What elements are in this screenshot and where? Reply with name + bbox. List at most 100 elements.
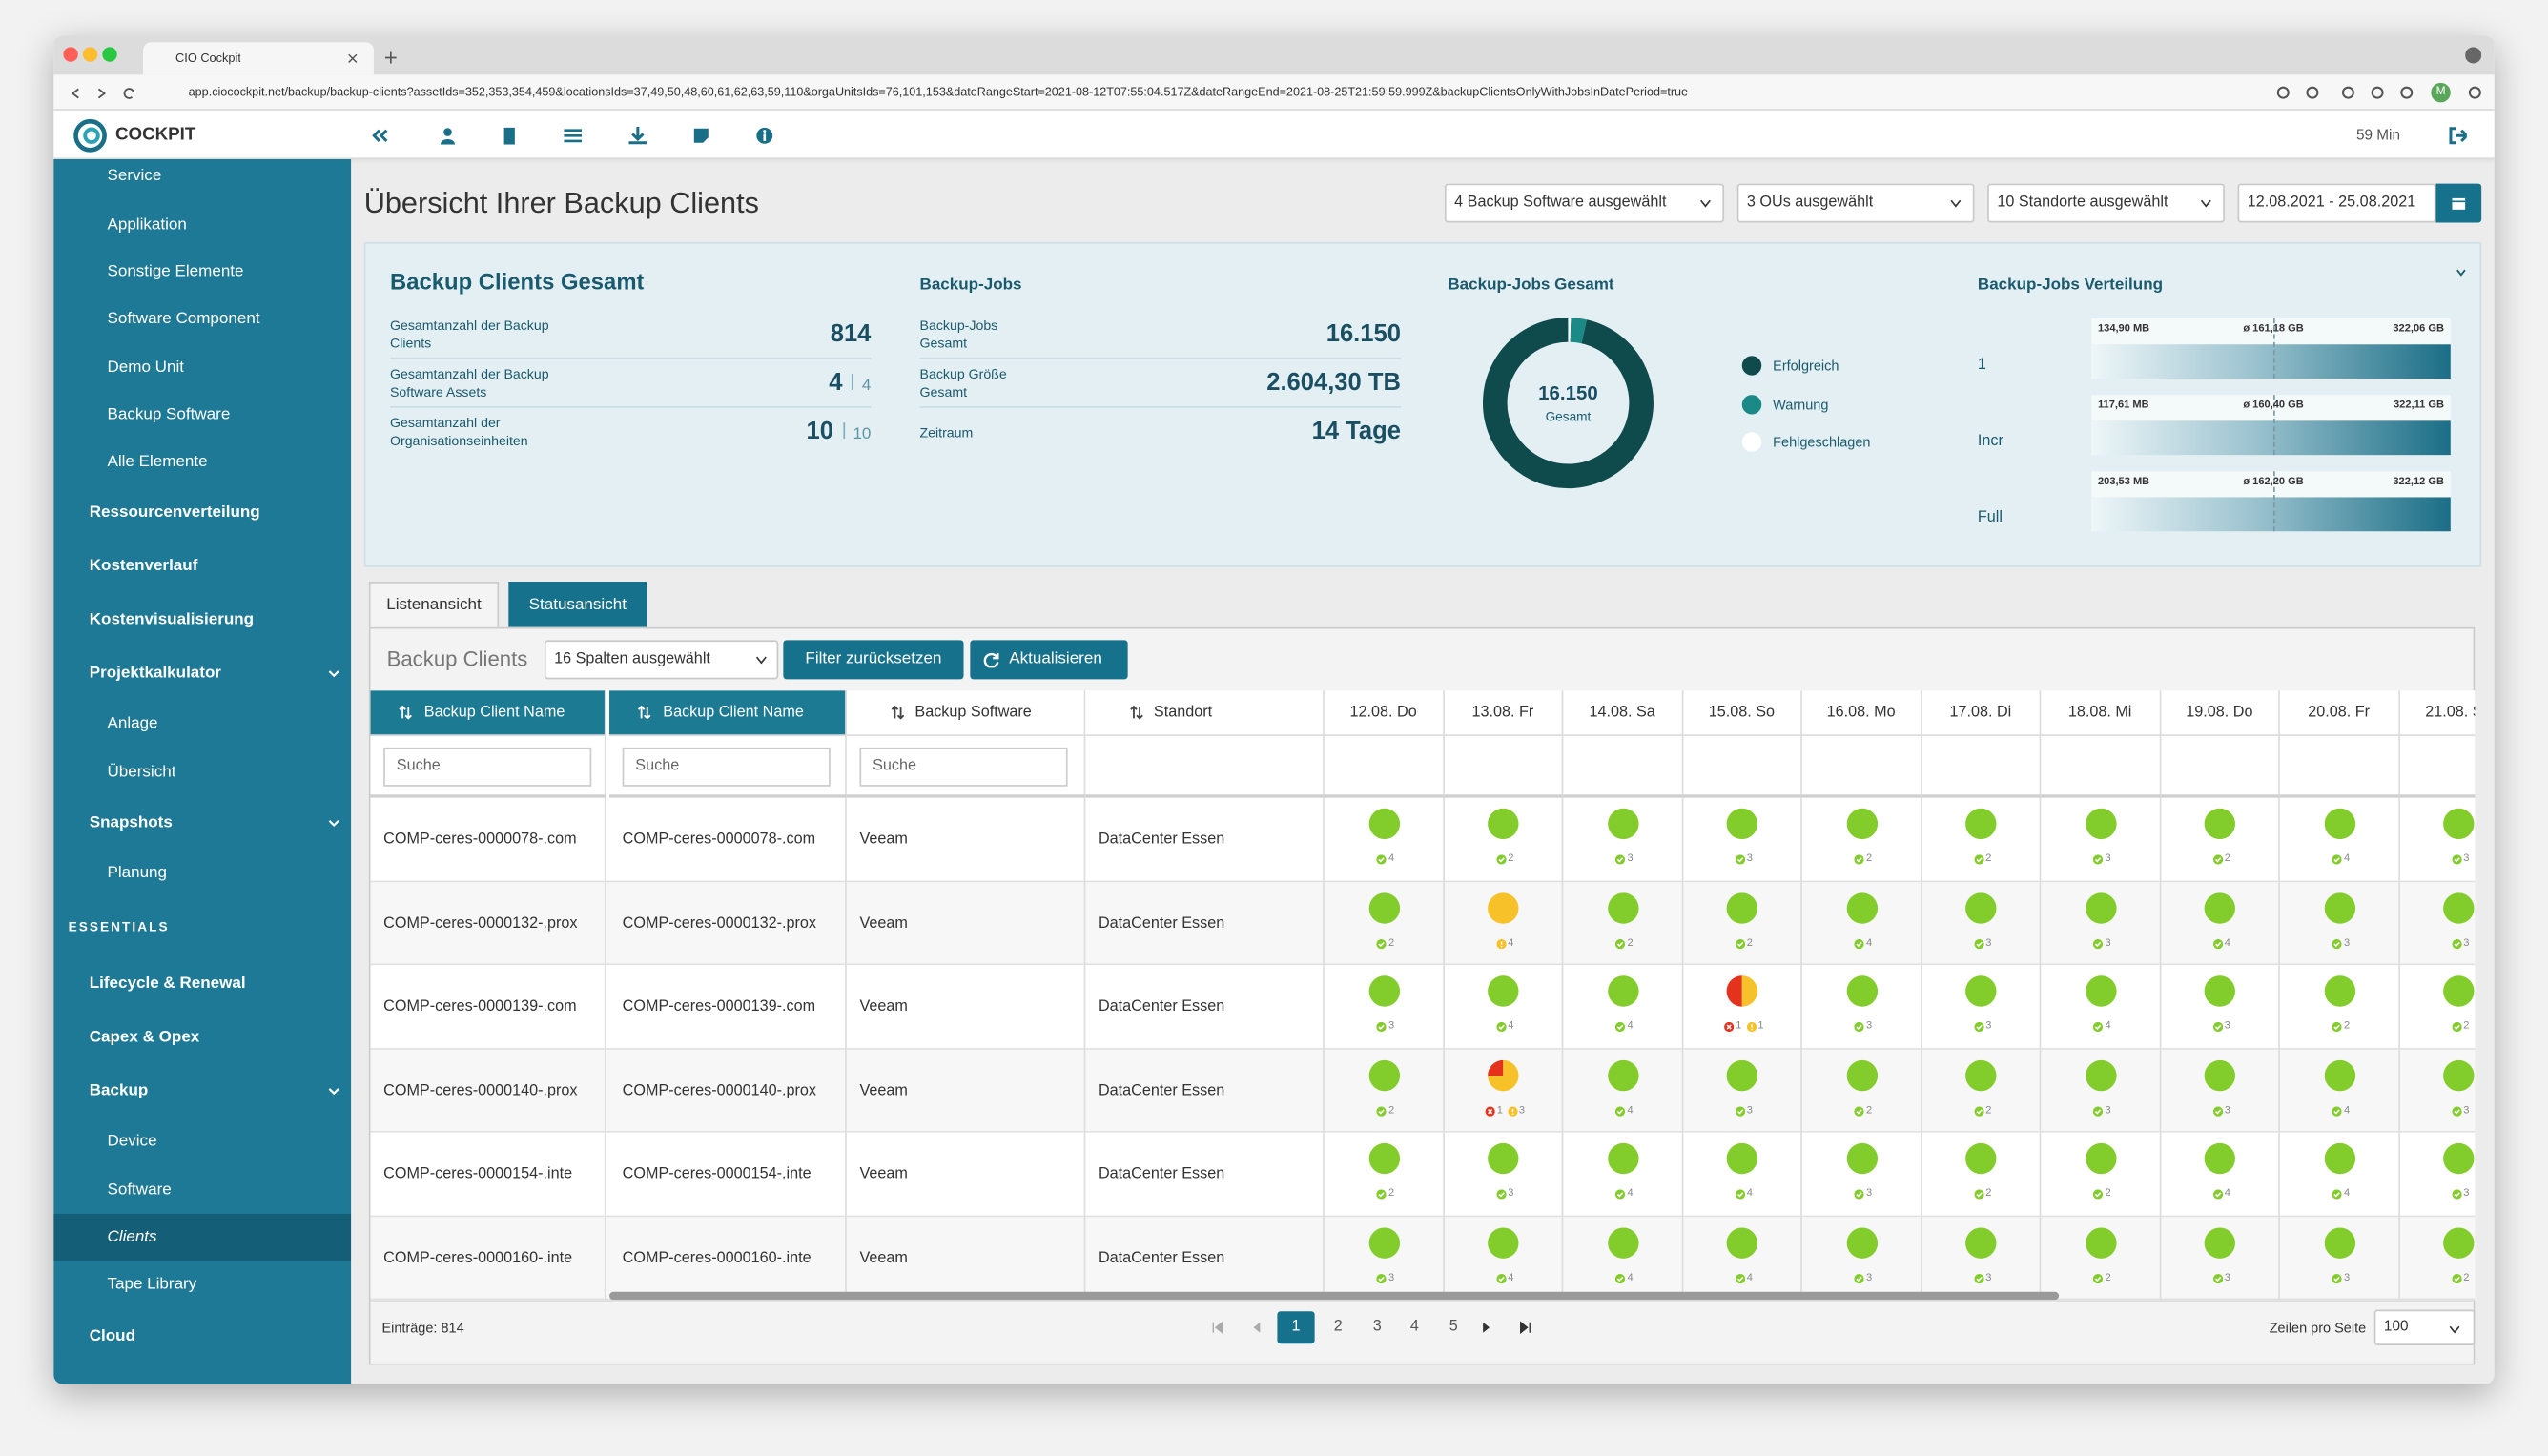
sidebar-subitem[interactable]: Clients	[53, 1214, 351, 1261]
sidebar-item[interactable]: Ressourcenverteilung	[53, 486, 351, 540]
column-header[interactable]: Standort	[1085, 690, 1325, 736]
search-input[interactable]: Suche	[623, 748, 831, 787]
sidebar-subitem[interactable]: Service	[53, 159, 351, 201]
status-indicator	[1726, 1142, 1758, 1175]
status-counts: 3	[1325, 1020, 1443, 1035]
count-value: 4	[1628, 1271, 1634, 1282]
column-header[interactable]: Backup Client Name	[609, 690, 847, 736]
status-slice	[1846, 1143, 1877, 1174]
cell-text: COMP-ceres-0000078-.com	[623, 798, 840, 882]
sidebar-subitem[interactable]: Planung	[53, 850, 351, 897]
table-row[interactable]: COMP-ceres-0000154-.inteCOMP-ceres-00001…	[371, 1133, 2476, 1217]
calendar-button[interactable]	[2435, 184, 2481, 223]
sidebar-item[interactable]: Projektkalkulator	[53, 647, 351, 701]
sidebar-subitem[interactable]: Anlage	[53, 701, 351, 749]
status-counts: 2	[1802, 853, 1921, 868]
columns-select[interactable]: 16 Spalten ausgewählt	[545, 640, 778, 679]
sidebar-item[interactable]: Lifecycle & Renewal	[53, 957, 351, 1011]
column-header[interactable]: Backup Software	[847, 690, 1086, 736]
kpi-value: 10	[807, 418, 833, 445]
sidebar-subitem[interactable]: Backup Software	[53, 391, 351, 439]
avatar: M	[2431, 83, 2450, 102]
sidebar-subitem-label: Service	[107, 159, 161, 201]
count-icon	[1377, 1106, 1387, 1116]
search-input[interactable]: Suche	[859, 748, 1067, 787]
count-icon	[2213, 1106, 2223, 1116]
table-row[interactable]: COMP-ceres-0000140-.proxCOMP-ceres-00001…	[371, 1049, 2476, 1133]
window-button	[102, 47, 116, 61]
status-counts: 2	[2399, 1020, 2475, 1035]
icon-shape	[2452, 198, 2465, 210]
filter-dropdown[interactable]: 3 OUs ausgewählt	[1737, 184, 1975, 223]
table-row[interactable]: COMP-ceres-0000132-.proxCOMP-ceres-00001…	[371, 881, 2476, 965]
count-value: 3	[1628, 853, 1634, 865]
sidebar-item[interactable]: Snapshots	[53, 796, 351, 850]
status-indicator	[2323, 1226, 2355, 1259]
table-row[interactable]: COMP-ceres-0000139-.comCOMP-ceres-000013…	[371, 965, 2476, 1049]
page-button[interactable]: 1	[1277, 1311, 1314, 1343]
table-cell: COMP-ceres-0000154-.inte	[609, 1133, 847, 1217]
page-button[interactable]: 4	[1396, 1311, 1433, 1343]
page-number: 1	[1277, 1311, 1314, 1343]
status-counts: 3	[2161, 1104, 2279, 1118]
distribution-max: 322,12 GB	[2314, 476, 2444, 487]
icon-shape	[2470, 88, 2480, 98]
count-value: 4	[1747, 1271, 1753, 1282]
sidebar-subitem[interactable]: Demo Unit	[53, 343, 351, 391]
view-tab[interactable]: Statusansicht	[508, 582, 647, 627]
search-cell	[1085, 736, 1325, 798]
sidebar-subitem[interactable]: Übersicht	[53, 749, 351, 796]
status-cell: 2	[1921, 1133, 2041, 1217]
date-range[interactable]: 12.08.2021 - 25.08.2021	[2238, 184, 2436, 223]
status-counts: 3	[1802, 1020, 1921, 1035]
nav-button	[69, 86, 83, 100]
page-button[interactable]: 3	[1359, 1311, 1396, 1343]
search-input[interactable]: Suche	[383, 748, 591, 787]
horizontal-scrollbar[interactable]	[609, 1292, 2059, 1301]
sidebar-subitem[interactable]: Alle Elemente	[53, 439, 351, 486]
filter-dropdown[interactable]: 10 Standorte ausgewählt	[1987, 184, 2225, 223]
count-value: 2	[2106, 1271, 2111, 1282]
icon-shape	[1483, 1323, 1490, 1333]
date-header: 16.08. Mo	[1802, 690, 1921, 736]
browser-tab[interactable]: CIO Cockpit	[143, 42, 374, 74]
count-value: 3	[1747, 853, 1753, 865]
rows-per-page-select[interactable]: 100	[2374, 1310, 2476, 1345]
status-slice	[1489, 1227, 1519, 1258]
filter-dropdown[interactable]: 4 Backup Software ausgewählt	[1445, 184, 1724, 223]
view-tab[interactable]: Listenansicht	[369, 582, 499, 627]
kpi-separator	[853, 374, 854, 390]
sidebar-item[interactable]: Capex & Opex	[53, 1012, 351, 1065]
sidebar-subitem[interactable]: Software	[53, 1166, 351, 1214]
sidebar-item[interactable]: Backup	[53, 1065, 351, 1118]
search-placeholder: Suche	[397, 749, 441, 785]
status-indicator	[1607, 1226, 1639, 1259]
sidebar-subitem[interactable]: Sonstige Elemente	[53, 249, 351, 297]
count-icon	[2452, 854, 2461, 864]
status-cell: 2	[1802, 798, 1921, 882]
refresh-button[interactable]: Aktualisieren	[970, 640, 1127, 679]
sidebar-subitem[interactable]: Software Component	[53, 297, 351, 344]
table-row[interactable]: COMP-ceres-0000160-.inteCOMP-ceres-00001…	[371, 1217, 2476, 1301]
status-indicator	[1726, 974, 1758, 1007]
sidebar-subitem[interactable]: Tape Library	[53, 1261, 351, 1309]
status-counts: 2	[1325, 936, 1443, 951]
reset-filter-button[interactable]: Filter zurücksetzen	[783, 640, 963, 679]
count-icon	[1736, 1273, 1745, 1282]
status-slice	[1727, 1227, 1757, 1258]
header-action	[755, 127, 773, 145]
status-slice	[1368, 975, 1399, 1006]
column-header[interactable]: Backup Client Name	[371, 690, 606, 736]
table-row[interactable]: COMP-ceres-0000078-.comCOMP-ceres-000007…	[371, 798, 2476, 882]
sidebar-subitem[interactable]: Applikation	[53, 201, 351, 249]
page-button[interactable]: 2	[1320, 1311, 1357, 1343]
page-button[interactable]: 5	[1435, 1311, 1472, 1343]
status-cell: 4	[2280, 1049, 2399, 1133]
sidebar-item[interactable]: Cloud	[53, 1309, 351, 1363]
sidebar-item[interactable]: Kostenvisualisierung	[53, 594, 351, 647]
sidebar-subitem[interactable]: Device	[53, 1118, 351, 1166]
status-counts: 2	[2041, 1271, 2159, 1285]
icon-shape	[763, 130, 766, 133]
sidebar-item[interactable]: Kostenverlauf	[53, 541, 351, 594]
session-timer: 59 Min	[2356, 111, 2400, 159]
